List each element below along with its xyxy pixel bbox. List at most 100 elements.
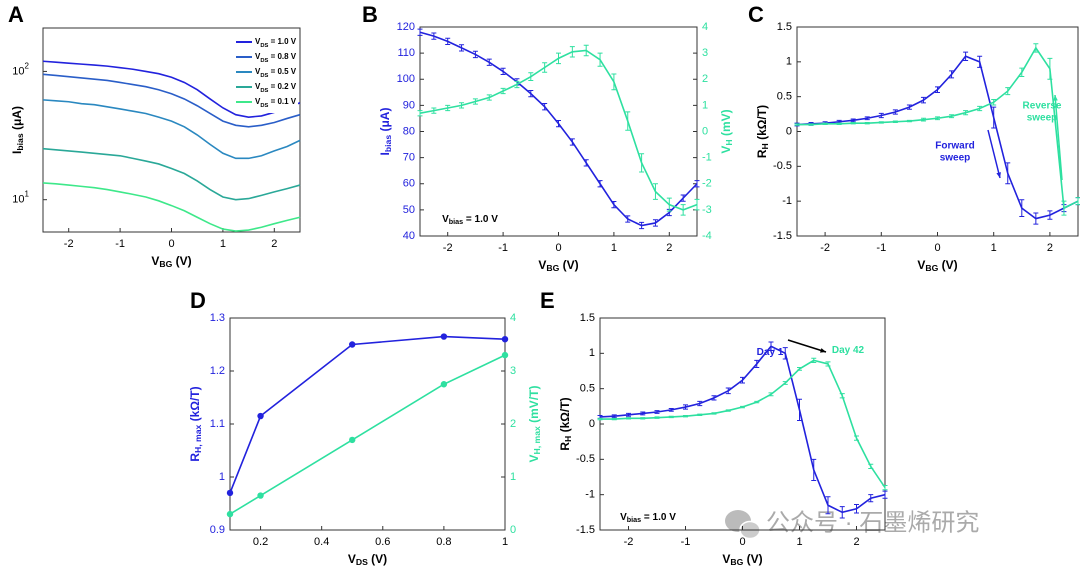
error-bar — [654, 410, 660, 414]
x-tick-label: 2 — [1047, 242, 1053, 254]
marker — [257, 412, 264, 420]
label-part: DS — [260, 43, 268, 49]
y-tick-label: 1.5 — [580, 312, 595, 324]
label-part: I — [378, 152, 392, 155]
error-bar — [797, 398, 802, 421]
y-tick-label: -0.5 — [576, 453, 595, 465]
panel-label: D — [190, 288, 206, 313]
series-line — [229, 354, 506, 515]
x-tick-label: 0 — [555, 242, 561, 254]
error-bar — [868, 494, 874, 503]
annotation: sweep — [1027, 113, 1058, 124]
y-axis-label: Ibias (μA) — [10, 106, 25, 154]
label-part: Day 1 — [757, 347, 784, 358]
error-bar — [683, 404, 688, 410]
error-bar — [556, 52, 561, 65]
y-tick-label: 0 — [589, 418, 595, 430]
label-part: H — [563, 436, 573, 442]
error-bar — [768, 341, 774, 352]
label-part: = 0.1 V — [268, 97, 296, 106]
legend-label: VDS = 0.2 V — [255, 82, 297, 93]
label-part: bias — [15, 133, 25, 150]
label-part: = 0.5 V — [268, 67, 296, 76]
label-part: (V) — [368, 552, 387, 566]
label-part: = 0.2 V — [268, 82, 296, 91]
error-bar — [697, 413, 703, 417]
marker — [501, 351, 509, 359]
error-bar — [694, 198, 700, 211]
error-bar — [652, 219, 658, 227]
error-bar — [668, 407, 674, 412]
arrow-head — [820, 348, 826, 353]
arrow-head — [1053, 95, 1058, 101]
label-part: (V) — [559, 258, 578, 272]
y2-tick-label: 2 — [702, 73, 708, 85]
y-tick-label: 0 — [786, 125, 792, 137]
error-bar — [811, 357, 817, 364]
error-bar — [797, 366, 802, 371]
label-part: V — [255, 37, 261, 46]
x-tick-label: 1 — [611, 242, 617, 254]
legend-label: VDS = 0.1 V — [255, 97, 297, 108]
y-tick-label: 1 — [589, 347, 595, 359]
error-bar — [683, 415, 688, 418]
x-tick-label: 0 — [934, 242, 940, 254]
y-tick-label: 100 — [397, 73, 415, 85]
y-tick-label: 1.3 — [210, 312, 225, 324]
y-tick-label: 70 — [403, 152, 415, 164]
x-tick-label: -1 — [115, 238, 125, 250]
error-bar — [668, 415, 674, 419]
x-tick-label: 2 — [666, 242, 672, 254]
tick-base: 10 — [12, 65, 24, 77]
error-bar — [640, 411, 646, 416]
arrow-head — [996, 172, 1001, 178]
label-part: (μA) — [378, 108, 392, 135]
error-bar — [528, 72, 534, 82]
error-bar — [694, 180, 700, 188]
panel-label: E — [540, 288, 555, 313]
label-part: bias — [627, 515, 641, 524]
x-tick-label: 1 — [220, 238, 226, 250]
annotation: Day 42 — [832, 345, 865, 356]
y-tick-label: 60 — [403, 178, 415, 190]
error-bar — [740, 376, 745, 384]
y-axis-label: Ibias (μA) — [378, 108, 393, 156]
error-bar — [977, 55, 983, 68]
error-bar — [963, 51, 969, 61]
error-bar — [892, 109, 898, 115]
y2-tick-label: -3 — [702, 204, 712, 216]
marker — [349, 436, 356, 444]
annotation: Day 1 — [757, 347, 784, 358]
error-bar — [892, 120, 898, 123]
error-bar — [935, 116, 940, 121]
label-part: V — [527, 454, 541, 462]
error-bar — [949, 114, 955, 119]
x-tick-label: -2 — [64, 238, 74, 250]
y-tick-label: -0.5 — [773, 160, 792, 172]
label-part: V — [719, 146, 733, 154]
y2-tick-label: -4 — [702, 230, 712, 242]
y-tick-label: 50 — [403, 204, 415, 216]
error-bar — [486, 94, 492, 101]
label-part: BG — [730, 557, 743, 567]
marker — [501, 336, 509, 343]
error-bar — [625, 111, 631, 131]
error-bar — [935, 86, 940, 93]
error-bar — [711, 395, 717, 401]
error-bar — [597, 180, 603, 188]
error-bar — [500, 67, 506, 76]
error-bar — [1075, 197, 1080, 206]
y-tick-label: 0.9 — [210, 524, 225, 536]
label-part: V — [722, 552, 730, 566]
plot-frame — [229, 317, 506, 531]
error-bar — [868, 463, 874, 470]
error-bar — [666, 197, 672, 212]
error-bar — [711, 412, 717, 415]
x-tick-label: -2 — [624, 536, 634, 548]
error-bar — [864, 121, 870, 125]
marker — [257, 492, 264, 499]
marker — [349, 341, 356, 348]
y-tick-label: 0.5 — [580, 383, 595, 395]
error-bar — [486, 58, 492, 66]
error-bar — [991, 106, 997, 129]
